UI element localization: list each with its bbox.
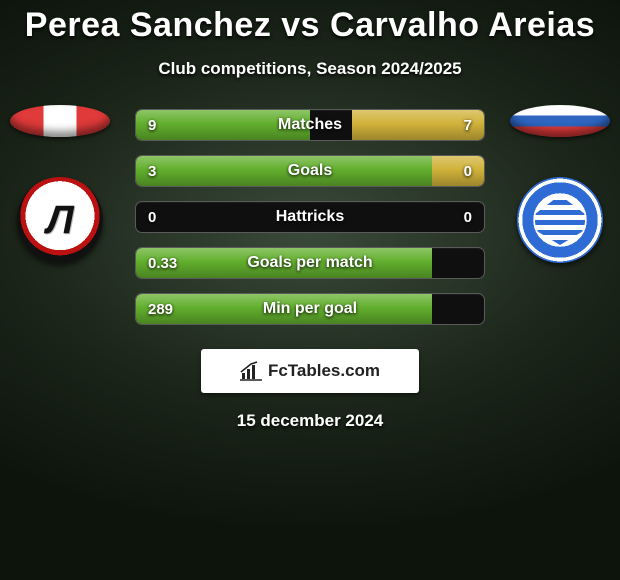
left-player-column	[10, 109, 110, 263]
right-value: 0	[464, 202, 472, 232]
bar-chart-icon	[240, 361, 262, 381]
source-badge: FcTables.com	[201, 349, 419, 393]
page-title: Perea Sanchez vs Carvalho Areias	[0, 0, 620, 45]
metric-label: Hattricks	[136, 202, 484, 232]
metric-row: 9Matches7	[135, 109, 485, 141]
right-value: 0	[464, 156, 472, 186]
metric-label: Goals per match	[136, 248, 484, 278]
subtitle: Club competitions, Season 2024/2025	[0, 59, 620, 79]
metric-row: 0.33Goals per match	[135, 247, 485, 279]
metric-row: 3Goals0	[135, 155, 485, 187]
metric-label: Min per goal	[136, 294, 484, 324]
date-label: 15 december 2024	[0, 411, 620, 431]
right-flag-icon	[510, 105, 610, 137]
left-flag-icon	[10, 105, 110, 137]
metric-label: Goals	[136, 156, 484, 186]
right-club-badge-icon	[517, 177, 603, 263]
source-text: FcTables.com	[268, 361, 380, 381]
metric-label: Matches	[136, 110, 484, 140]
metric-row: 289Min per goal	[135, 293, 485, 325]
left-club-badge-icon	[17, 177, 103, 263]
right-player-column	[510, 109, 610, 263]
comparison-area: 9Matches73Goals00Hattricks00.33Goals per…	[0, 109, 620, 431]
metric-row: 0Hattricks0	[135, 201, 485, 233]
right-value: 7	[464, 110, 472, 140]
metric-rows: 9Matches73Goals00Hattricks00.33Goals per…	[135, 109, 485, 325]
